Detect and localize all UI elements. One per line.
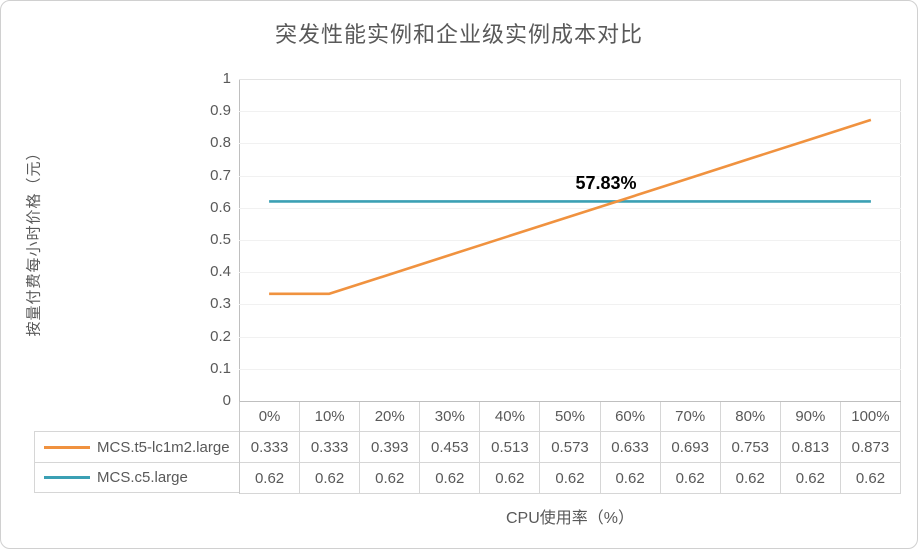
y-tick-label: 0.4: [210, 263, 231, 281]
value-cell: 0.62: [420, 463, 481, 494]
value-cell: 0.333: [240, 432, 301, 463]
value-cell: 0.62: [600, 463, 661, 494]
series1-value-row: 0.333 0.333 0.393 0.453 0.513 0.573 0.633 0.693…: [239, 432, 901, 463]
category-cell: 10%: [300, 402, 361, 432]
category-cell: 30%: [420, 402, 481, 432]
y-tick-label: 0.1: [210, 359, 231, 377]
value-cell: 0.333: [300, 432, 361, 463]
value-cell: 0.753: [720, 432, 781, 463]
value-cell: 0.813: [780, 432, 841, 463]
value-cell: 0.62: [660, 463, 721, 494]
series2-value-row: 0.62 0.62 0.62 0.62 0.62 0.62 0.62 0.62 0.62 0.62…: [239, 463, 901, 494]
enterprise-series-label: MCS.c5.large: [97, 469, 188, 486]
y-tick-label: 0.2: [210, 327, 231, 345]
gridline: [239, 143, 901, 145]
y-axis-title-text: 按量付费每小时价格（元）: [25, 143, 43, 337]
enterprise-series-swatch: [44, 476, 90, 479]
value-cell: 0.633: [600, 432, 661, 463]
legend-block: MCS.t5-lc1m2.large MCS.c5.large: [34, 431, 239, 493]
category-cell: 60%: [600, 402, 661, 432]
gridline: [239, 79, 901, 80]
value-cell: 0.62: [360, 463, 421, 494]
category-cell: 100%: [840, 402, 901, 432]
x-axis-title: CPU使用率（%）: [505, 510, 634, 527]
plot-area: 57.83%: [239, 79, 901, 401]
y-tick-label: 0.9: [210, 102, 231, 120]
category-cell: 70%: [660, 402, 721, 432]
y-tick-label: 0.8: [210, 134, 231, 152]
value-cell: 0.62: [480, 463, 541, 494]
value-cell: 0.62: [720, 463, 781, 494]
value-cell: 0.62: [300, 463, 361, 494]
series-line-MCS.t5-lc1m2.large: [269, 118, 872, 296]
legend-item-enterprise: MCS.c5.large: [35, 462, 239, 492]
value-cell: 0.62: [840, 463, 901, 494]
gridline: [239, 111, 901, 113]
value-cell: 0.62: [540, 463, 601, 494]
category-cell: 40%: [480, 402, 541, 432]
value-cell: 0.573: [540, 432, 601, 463]
gridline: [239, 207, 901, 209]
category-cell: 20%: [360, 402, 421, 432]
y-tick-label: 0.7: [210, 166, 231, 184]
value-cell: 0.513: [480, 432, 541, 463]
y-tick-label: 1: [222, 70, 231, 87]
value-cell: 0.873: [840, 432, 901, 463]
burst-series-swatch: [44, 445, 90, 449]
y-tick-label: 0.3: [210, 295, 231, 313]
y-tick-label: 0.6: [210, 198, 231, 216]
gridline: [239, 368, 901, 370]
chart-title: 突发性能实例和企业级实例成本对比: [274, 22, 643, 47]
value-cell: 0.62: [240, 463, 301, 494]
gridline: [239, 175, 901, 177]
value-cell: 0.693: [660, 432, 721, 463]
category-cell: 50%: [540, 402, 601, 432]
value-cell: 0.453: [420, 432, 481, 463]
y-tick-label: 0: [222, 392, 231, 409]
category-cell: 90%: [780, 402, 841, 432]
gridline: [239, 304, 901, 306]
y-tick-label: 0.5: [210, 231, 231, 248]
value-cell: 0.393: [360, 432, 421, 463]
gridline: [239, 272, 901, 274]
burst-series-label: MCS.t5-lc1m2.large: [97, 438, 230, 456]
crossover-annotation: 57.83%: [575, 173, 637, 193]
category-cell: 80%: [720, 402, 781, 432]
category-label-row: 0% 10% 20% 30% 40% 50% 60% 70% 80% 90% 100%: [239, 401, 901, 432]
legend-item-burst: MCS.t5-lc1m2.large: [35, 432, 239, 462]
category-cell: 0%: [240, 402, 301, 432]
series-lines: [269, 118, 872, 296]
value-cell: 0.62: [780, 463, 841, 494]
gridline: [239, 336, 901, 338]
gridline: [239, 240, 901, 241]
y-axis-title: 按量付费每小时价格（元）: [11, 79, 55, 401]
